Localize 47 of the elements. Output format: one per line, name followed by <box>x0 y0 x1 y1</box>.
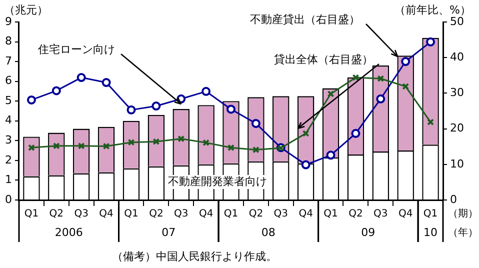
text: 07 <box>162 226 176 239</box>
y2-tick-label: 20 <box>450 122 464 135</box>
x-tick-label: Q2 <box>49 208 64 220</box>
text: 10 <box>424 226 438 239</box>
y-tick-label: 0 <box>5 192 12 206</box>
x-tick-label: Q1 <box>324 208 338 220</box>
y-tick-label: 4 <box>5 114 12 127</box>
x-tick-label: Q3 <box>374 208 388 220</box>
y2-tick-label: 30 <box>450 86 464 100</box>
x-tick-label: Q4 <box>99 208 114 220</box>
series-label: 貸出全体（右目盛） <box>274 52 373 66</box>
y-tick-label: 6 <box>5 74 12 88</box>
x-tick-label: Q1 <box>124 208 138 220</box>
y-tick-label: 1 <box>5 173 12 186</box>
text: 2006 <box>54 226 83 239</box>
text: （備考）中国人民銀行より作成。 <box>112 250 278 264</box>
text: 不動産貸出（右目盛） <box>250 12 360 26</box>
y-tick-label: 5 <box>5 94 12 107</box>
x-tick-label: Q1 <box>423 208 438 220</box>
y2-tick-label: 0 <box>450 192 458 206</box>
text: 08 <box>261 226 276 239</box>
y-axis-title: （兆元） <box>4 3 48 16</box>
x-tick-label: Q2 <box>348 208 363 220</box>
y-tick-label: 7 <box>5 54 12 68</box>
x-tick-label: Q4 <box>198 208 214 220</box>
x-tick-label: Q2 <box>248 208 264 220</box>
y2-tick-label: 10 <box>450 157 464 170</box>
x-tick-label: Q3 <box>274 208 288 220</box>
text: 住宅ローン向け <box>38 42 115 56</box>
y-tick-label: 2 <box>5 153 12 166</box>
y-tick-label: 3 <box>5 134 12 147</box>
x-tick-label: Q1 <box>24 208 39 220</box>
x-tick-label: Q2 <box>149 208 164 220</box>
y2-tick-label: 40 <box>450 50 464 64</box>
y2-axis-title: （前年比、%） <box>394 3 471 16</box>
series-label: 不動産開発業者向け <box>168 174 267 188</box>
x-tick-label: Q3 <box>174 208 188 220</box>
x-axis-title: （期） <box>448 208 478 220</box>
y2-tick-label: 50 <box>450 14 464 28</box>
x-tick-label: Q1 <box>224 208 238 220</box>
text: （年） <box>448 226 478 239</box>
y-tick-label: 8 <box>5 34 12 48</box>
x-tick-label: Q4 <box>298 208 313 220</box>
y-tick-label: 9 <box>5 14 12 28</box>
text: 09 <box>361 226 376 239</box>
x-tick-label: Q4 <box>398 208 413 220</box>
x-tick-label: Q3 <box>74 208 88 220</box>
